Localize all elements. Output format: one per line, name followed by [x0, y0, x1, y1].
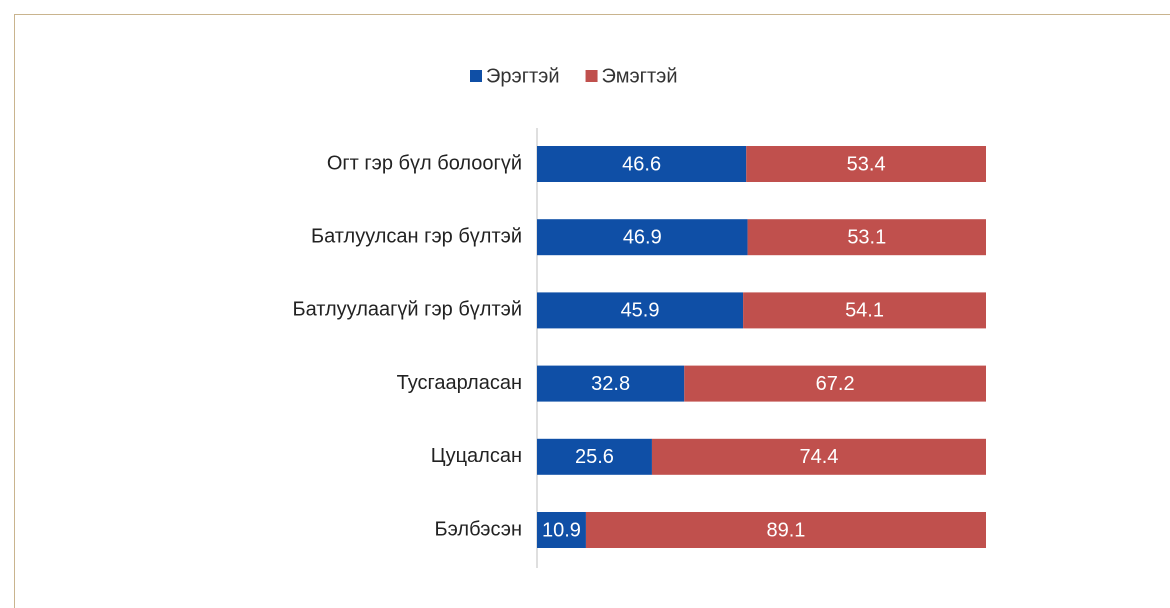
bar-segment — [537, 146, 747, 182]
bar-segment — [537, 219, 748, 256]
y-tick-label: Батлуулаагүй гэр бүлтэй — [292, 299, 522, 321]
bar-segment — [537, 292, 744, 329]
y-tick-label: Цуцалсан — [431, 445, 522, 467]
bar-segment — [746, 146, 986, 182]
y-tick-label: Батлуулсан гэр бүлтэй — [311, 225, 522, 247]
data-label: 25.6 — [575, 446, 614, 468]
bar-segment — [743, 292, 986, 329]
bar-segment — [585, 512, 986, 548]
data-label: 46.9 — [623, 226, 662, 248]
bar-segment — [537, 438, 652, 475]
y-tick-label: Бэлбэсэн — [435, 518, 522, 540]
legend-swatch — [585, 70, 598, 82]
data-label: 53.4 — [847, 153, 886, 175]
data-label: 54.1 — [845, 300, 884, 322]
data-label: 45.9 — [621, 300, 660, 322]
data-label: 10.9 — [542, 519, 581, 541]
data-label: 46.6 — [622, 153, 661, 175]
bar-segment — [651, 438, 986, 475]
legend-label: Эрэгтэй — [486, 65, 560, 87]
y-tick-label: Огт гэр бүл болоогүй — [327, 152, 522, 174]
data-label: 67.2 — [816, 373, 855, 395]
data-label: 32.8 — [591, 373, 630, 395]
bar-segment — [537, 512, 586, 548]
data-label: 74.4 — [800, 446, 839, 468]
data-label: 53.1 — [847, 226, 886, 248]
bar-segment — [684, 365, 986, 402]
bar-segment — [537, 365, 685, 402]
legend-label: Эмэгтэй — [602, 65, 678, 87]
legend-swatch — [470, 70, 482, 82]
bar-segment — [747, 219, 986, 256]
y-tick-label: Тусгаарласан — [397, 372, 522, 394]
data-label: 89.1 — [767, 519, 806, 541]
frame — [14, 14, 1170, 608]
